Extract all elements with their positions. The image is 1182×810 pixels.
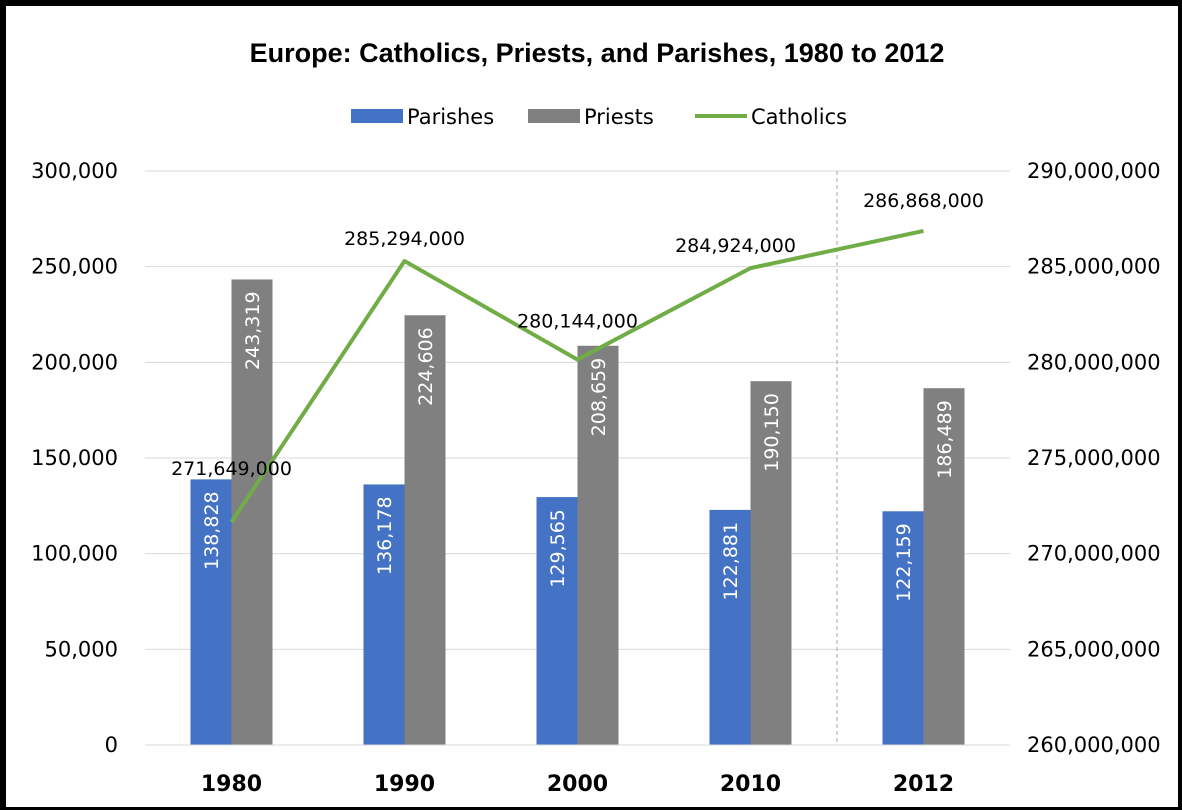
parishes-bar xyxy=(363,484,405,745)
left-tick-label: 300,000 xyxy=(31,159,118,183)
parishes-bar-label: 122,159 xyxy=(893,523,915,602)
left-tick-label: 100,000 xyxy=(31,542,118,566)
priests-bar xyxy=(577,345,619,745)
parishes-bar-label: 129,565 xyxy=(547,509,569,588)
category-label: 2000 xyxy=(547,772,608,797)
parishes-bar xyxy=(536,497,578,745)
left-tick-label: 250,000 xyxy=(31,255,118,279)
legend-swatch-priests xyxy=(528,109,580,123)
left-tick-label: 150,000 xyxy=(31,446,118,470)
parishes-bar-label: 136,178 xyxy=(374,496,396,575)
left-axis: 0 50,000 100,000 150,000 200,000 250,000 300,0… xyxy=(31,159,118,757)
priests-bar-label: 190,150 xyxy=(761,393,783,472)
right-tick-label: 275,000,000 xyxy=(1027,446,1161,470)
left-tick-label: 200,000 xyxy=(31,350,118,374)
left-tick-label: 0 xyxy=(105,733,118,757)
legend-swatch-parishes xyxy=(351,109,403,123)
category-label: 2012 xyxy=(893,772,954,797)
catholics-data-label: 285,294,000 xyxy=(344,228,465,250)
right-tick-label: 260,000,000 xyxy=(1027,733,1161,757)
priests-bar-label: 243,319 xyxy=(242,291,264,370)
catholics-data-label: 280,144,000 xyxy=(517,311,638,333)
priests-bar xyxy=(923,388,965,745)
legend: Parishes Priests Catholics xyxy=(351,105,847,129)
priests-bar-label: 224,606 xyxy=(415,327,437,406)
priests-bar xyxy=(750,381,792,745)
legend-label-priests: Priests xyxy=(584,105,654,129)
category-label: 1980 xyxy=(201,772,262,797)
parishes-bar-label: 138,828 xyxy=(201,491,223,570)
parishes-bar xyxy=(709,509,751,745)
parishes-bar xyxy=(882,511,924,745)
right-tick-label: 290,000,000 xyxy=(1027,159,1161,183)
priests-bar-label: 208,659 xyxy=(588,358,610,437)
catholics-line-path xyxy=(229,228,924,524)
parishes-bar-label: 122,881 xyxy=(720,522,742,601)
catholics-data-label: 271,649,000 xyxy=(171,458,292,480)
right-tick-label: 280,000,000 xyxy=(1027,350,1161,374)
right-axis: 260,000,000 265,000,000 270,000,000 275,000… xyxy=(1027,159,1161,757)
right-tick-label: 265,000,000 xyxy=(1027,637,1161,661)
bars: 138,828 136,178 129,565 122,881 122,159 243,3… xyxy=(145,279,1010,746)
priests-bar-label: 186,489 xyxy=(934,400,956,479)
parishes-bar xyxy=(190,479,232,745)
catholics-data-label: 286,868,000 xyxy=(863,190,984,212)
legend-label-parishes: Parishes xyxy=(407,105,494,129)
catholics-line: 271,649,000 285,294,000 280,144,000 284,924… xyxy=(171,190,984,524)
category-axis: 1980 1990 2000 2010 2012 xyxy=(201,772,954,797)
legend-label-catholics: Catholics xyxy=(751,105,847,129)
catholics-data-label: 284,924,000 xyxy=(675,235,796,257)
chart-title: Europe: Catholics, Priests, and Parishes… xyxy=(250,38,945,68)
right-tick-label: 285,000,000 xyxy=(1027,255,1161,279)
right-tick-label: 270,000,000 xyxy=(1027,542,1161,566)
priests-bar xyxy=(404,315,446,745)
category-label: 2010 xyxy=(720,772,781,797)
left-tick-label: 50,000 xyxy=(45,637,118,661)
category-label: 1990 xyxy=(374,772,435,797)
